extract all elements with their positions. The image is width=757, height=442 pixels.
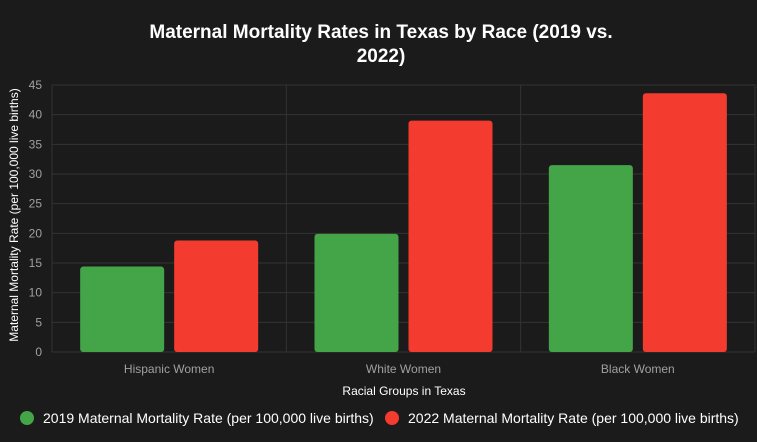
legend-swatch-2022[interactable] — [385, 411, 399, 425]
y-tick-label: 40 — [29, 108, 43, 122]
bar-hispanic-women-series-2[interactable] — [174, 240, 259, 352]
legend-label-2019[interactable]: 2019 Maternal Mortality Rate (per 100,00… — [43, 410, 374, 426]
legend[interactable]: 2019 Maternal Mortality Rate (per 100,00… — [20, 410, 739, 426]
x-tick-label: Hispanic Women — [124, 362, 214, 376]
bar-layer — [80, 93, 727, 352]
x-tick-label: White Women — [366, 362, 441, 376]
y-tick-label: 15 — [29, 256, 43, 270]
x-tick-label: Black Women — [601, 362, 675, 376]
bar-black-women-series-2[interactable] — [642, 93, 727, 352]
axis-layer: 0 5 10 15 20 25 30 35 40 45 Hispanic Women White Wo… — [29, 78, 675, 376]
chart-title-line-2: 2022) — [357, 46, 406, 67]
y-tick-label: 45 — [29, 78, 43, 92]
y-tick-label: 35 — [29, 137, 43, 151]
legend-label-2022[interactable]: 2022 Maternal Mortality Rate (per 100,00… — [408, 410, 739, 426]
chart-title-line-1: Maternal Mortality Rates in Texas by Rac… — [149, 22, 612, 43]
y-tick-label: 5 — [35, 315, 42, 329]
bar-hispanic-women-series-1[interactable] — [80, 266, 165, 352]
y-tick-label: 20 — [29, 226, 43, 240]
y-tick-label: 30 — [29, 167, 43, 181]
legend-swatch-2019[interactable] — [20, 411, 34, 425]
bar-black-women-series-1[interactable] — [548, 165, 633, 352]
y-tick-label: 0 — [35, 345, 42, 359]
bar-white-women-series-1[interactable] — [314, 233, 399, 352]
y-tick-label: 25 — [29, 197, 43, 211]
y-tick-label: 10 — [29, 286, 43, 300]
y-axis-label: Maternal Mortality Rate (per 100,000 liv… — [7, 88, 21, 341]
bar-white-women-series-2[interactable] — [408, 120, 493, 352]
x-axis-label: Racial Groups in Texas — [342, 384, 465, 398]
grid-layer — [51, 84, 756, 353]
